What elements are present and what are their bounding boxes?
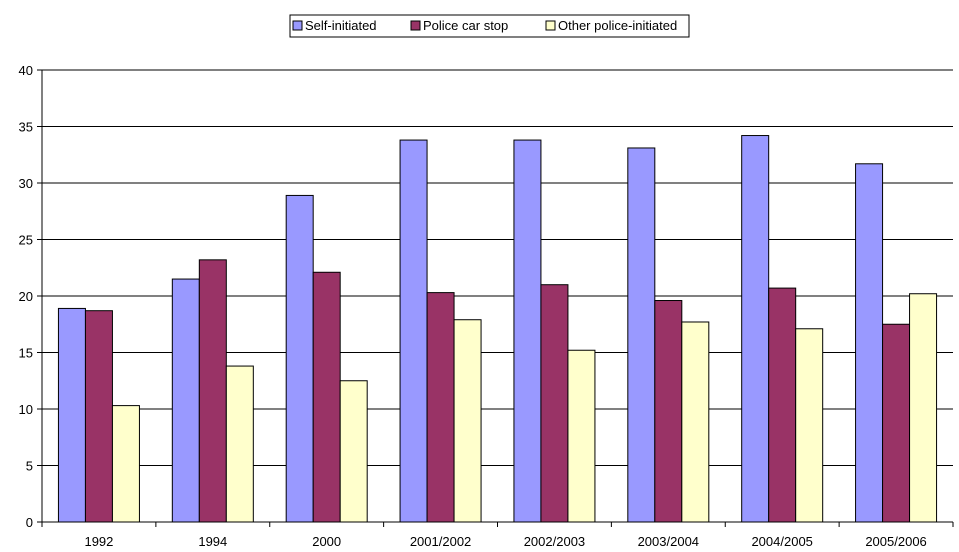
y-tick-label: 35 xyxy=(19,120,33,135)
bar-self-initiated-2004-2005 xyxy=(741,135,770,523)
bar-other-police-initiated-1994 xyxy=(225,365,254,523)
bar-police-car-stop-1992 xyxy=(84,310,113,523)
legend-swatch xyxy=(545,20,556,31)
bar-police-car-stop-2001-2002 xyxy=(426,292,455,523)
bar-self-initiated-1992 xyxy=(57,307,86,523)
legend-box xyxy=(289,14,690,38)
x-tick-label: 1994 xyxy=(198,534,227,549)
y-tick-label: 0 xyxy=(26,515,33,530)
y-tick-label: 25 xyxy=(19,233,33,248)
bar-police-car-stop-2003-2004 xyxy=(654,300,683,523)
y-tick-label: 40 xyxy=(19,63,33,78)
legend-label: Self-initiated xyxy=(305,18,377,33)
bar-police-car-stop-2000 xyxy=(312,271,341,523)
legend-label: Other police-initiated xyxy=(558,18,677,33)
bar-other-police-initiated-2000 xyxy=(339,380,368,523)
legend-swatch xyxy=(292,20,303,31)
bar-other-police-initiated-2003-2004 xyxy=(681,321,710,523)
bar-other-police-initiated-2001-2002 xyxy=(453,319,482,523)
x-tick-label: 2001/2002 xyxy=(410,534,471,549)
bars xyxy=(57,135,938,523)
y-tick-label: 15 xyxy=(19,346,33,361)
bar-police-car-stop-2005-2006 xyxy=(882,323,911,523)
bar-other-police-initiated-2005-2006 xyxy=(909,293,938,523)
bar-other-police-initiated-2004-2005 xyxy=(795,328,824,523)
bar-self-initiated-2003-2004 xyxy=(627,147,656,523)
x-tick-label: 2004/2005 xyxy=(751,534,812,549)
bar-police-car-stop-2002-2003 xyxy=(540,284,569,523)
x-tick-label: 2005/2006 xyxy=(865,534,926,549)
legend-label: Police car stop xyxy=(423,18,508,33)
bar-self-initiated-2002-2003 xyxy=(513,139,542,523)
y-tick-label: 30 xyxy=(19,176,33,191)
bar-self-initiated-2000 xyxy=(285,194,314,523)
bar-self-initiated-1994 xyxy=(171,278,200,523)
x-tick-label: 1992 xyxy=(84,534,113,549)
x-tick-label: 2000 xyxy=(312,534,341,549)
y-axis-ticks: 0 5 10 15 20 25 30 35 40 xyxy=(19,63,42,530)
legend-swatch xyxy=(410,20,421,31)
y-tick-label: 5 xyxy=(26,459,33,474)
x-tick-label: 2003/2004 xyxy=(638,534,699,549)
x-axis-ticks: 1992 1994 2000 2001/2002 2002/2003 2003/2004 2… xyxy=(41,522,954,549)
legend: Self-initiated Police car stop Other polic… xyxy=(289,14,690,38)
bar-other-police-initiated-1992 xyxy=(111,405,140,523)
bar-self-initiated-2005-2006 xyxy=(855,163,884,523)
x-tick-label: 2002/2003 xyxy=(524,534,585,549)
bar-self-initiated-2001-2002 xyxy=(399,139,428,523)
y-tick-label: 10 xyxy=(19,402,33,417)
bar-police-car-stop-1994 xyxy=(198,259,227,523)
bar-police-car-stop-2004-2005 xyxy=(768,287,797,523)
bar-other-police-initiated-2002-2003 xyxy=(567,349,596,523)
y-tick-label: 20 xyxy=(19,289,33,304)
